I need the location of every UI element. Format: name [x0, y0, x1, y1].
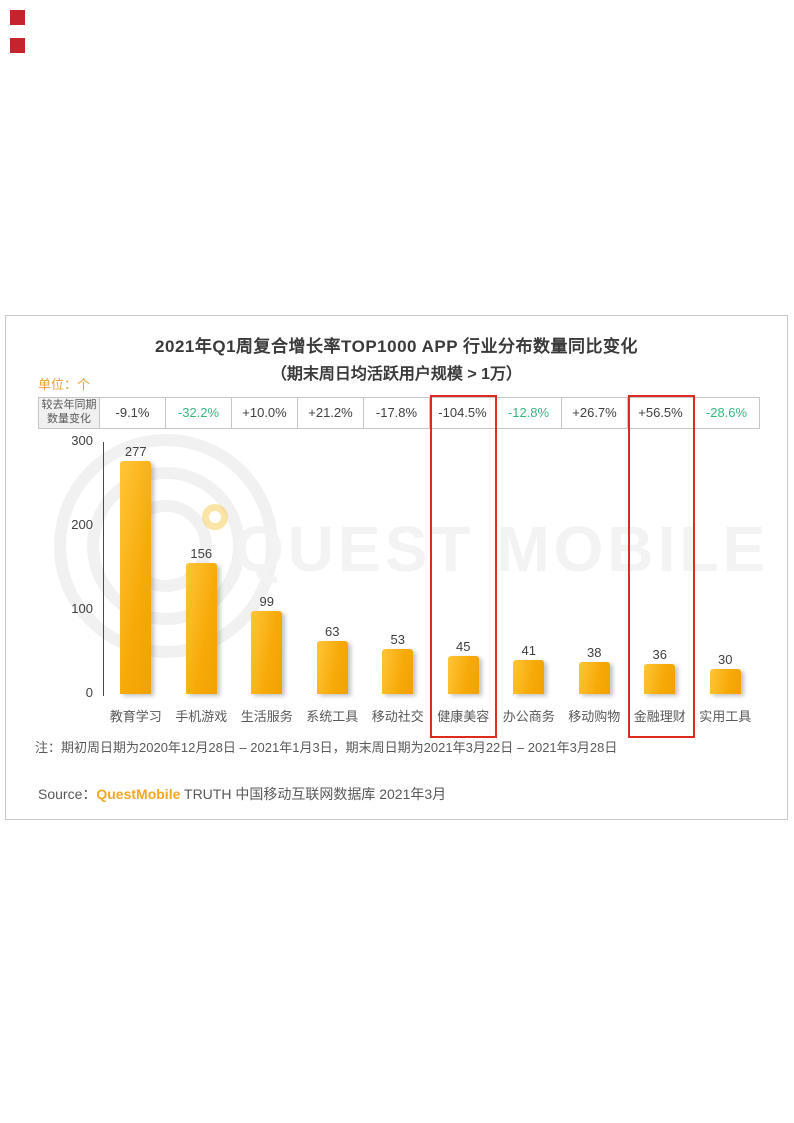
yoy-change-cell: -32.2% [166, 397, 232, 429]
category-label: 实用工具 [699, 709, 752, 724]
bar [709, 669, 741, 694]
bar-column: 41 [496, 442, 562, 694]
bar-column: 156 [169, 442, 235, 694]
yoy-change-cell: +21.2% [298, 397, 364, 429]
bars-plot-area: 277 156 99 63 53 45 41 38 36 30 [103, 442, 758, 694]
yoy-change-cell: +26.7% [562, 397, 628, 429]
note-text: 注：期初周日期为2020年12月28日 – 2021年1月3日，期末周日期为20… [35, 740, 618, 755]
bar-value-label: 99 [259, 594, 274, 609]
yoy-change-cell: -9.1% [100, 397, 166, 429]
bar-value-label: 36 [652, 647, 667, 662]
yoy-change-cell: -17.8% [364, 397, 430, 429]
yoy-change-cell: +56.5% [628, 397, 694, 429]
category-label: 移动社交 [371, 709, 424, 724]
chart-title: 2021年Q1周复合增长率TOP1000 APP 行业分布数量同比变化 [155, 337, 638, 356]
y-tick-label: 300 [71, 433, 93, 448]
bar-value-label: 277 [124, 444, 147, 459]
watermark-yellow-dot [202, 504, 228, 530]
bar-column: 38 [562, 442, 628, 694]
bar-value-label: 41 [521, 643, 536, 658]
bar-column: 63 [300, 442, 366, 694]
yoy-row-header-text: 较去年同期数量变化 [41, 399, 97, 425]
bar-value-label: 45 [456, 639, 471, 654]
bar [578, 662, 610, 694]
bar [185, 563, 217, 694]
yoy-change-cell: +10.0% [232, 397, 298, 429]
y-axis-line [103, 442, 104, 696]
bar-value-label: 30 [718, 652, 733, 667]
highlight-box [628, 395, 695, 738]
bar-column: 53 [365, 442, 431, 694]
bar-value-label: 38 [587, 645, 602, 660]
bar-column: 45 [431, 442, 497, 694]
bar [382, 649, 414, 694]
bar [316, 641, 348, 694]
y-tick-label: 100 [71, 601, 93, 616]
yoy-change-table: 较去年同期数量变化 -9.1% -32.2% +10.0% +21.2% -17.8% -… [38, 397, 760, 429]
category-label: 健康美容 [437, 709, 490, 724]
yoy-change-cell: -104.5% [430, 397, 496, 429]
source-line: Source：QuestMobile TRUTH 中国移动互联网数据库 2021… [38, 784, 446, 804]
category-label: 生活服务 [240, 709, 293, 724]
source-brand: QuestMobile [96, 786, 181, 802]
category-labels-row: 教育学习 手机游戏 生活服务 系统工具 移动社交 健康美容 办公商务 移动购物 金融理财 实用工具 [103, 706, 758, 725]
category-label: 系统工具 [306, 709, 359, 724]
yoy-row-header: 较去年同期数量变化 [38, 397, 100, 429]
highlight-box [430, 395, 497, 738]
bar-value-label: 156 [190, 546, 213, 561]
unit-label: 单位：个 [38, 377, 91, 392]
bar [513, 660, 545, 694]
corner-square-top [10, 10, 25, 25]
bar [120, 461, 152, 694]
chart-panel: QUEST MOBILE 2021年Q1周复合增长率TOP1000 APP 行业… [5, 315, 788, 820]
watermark-text: QUEST MOBILE [234, 513, 770, 585]
bar-column: 30 [693, 442, 759, 694]
bar-column: 277 [103, 442, 169, 694]
source-rest: TRUTH 中国移动互联网数据库 2021年3月 [180, 786, 447, 802]
bar [447, 656, 479, 694]
chart-subtitle: （期末周日均活跃用户规模 > 1万） [270, 366, 523, 383]
category-label: 手机游戏 [175, 709, 228, 724]
y-tick-label: 200 [71, 517, 93, 532]
category-label: 教育学习 [109, 709, 162, 724]
category-label: 移动购物 [568, 709, 621, 724]
yoy-change-cell: -28.6% [694, 397, 760, 429]
source-label: Source： [38, 786, 97, 802]
bar-value-label: 63 [325, 624, 340, 639]
bar-column: 99 [234, 442, 300, 694]
yoy-change-cell: -12.8% [496, 397, 562, 429]
y-tick-label: 0 [85, 685, 93, 700]
bar-column: 36 [627, 442, 693, 694]
corner-square-bottom [10, 38, 25, 53]
bar [251, 611, 283, 694]
category-label: 办公商务 [502, 709, 555, 724]
bar-value-label: 53 [390, 632, 405, 647]
bar [644, 664, 676, 694]
category-label: 金融理财 [633, 709, 686, 724]
